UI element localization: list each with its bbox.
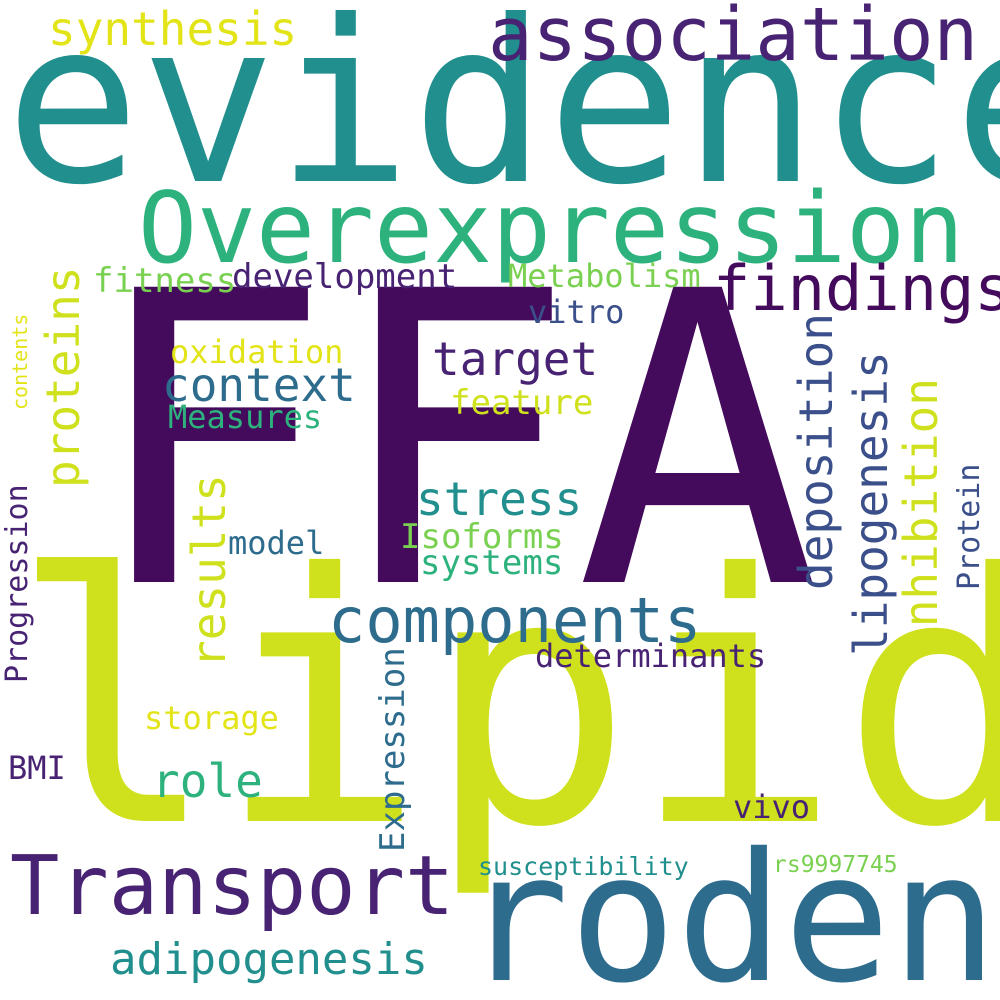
word-lipid: lipid: [10, 502, 1000, 903]
word-role: role: [152, 754, 263, 808]
word-oxidation: oxidation: [170, 333, 344, 371]
word-components: components: [328, 584, 702, 657]
word-association: association: [488, 0, 979, 78]
word-transport: Transport: [10, 839, 455, 934]
word-bmi: BMI: [8, 749, 66, 787]
word-proteins: proteins: [36, 266, 90, 488]
word-findings: findings: [713, 252, 1000, 325]
word-model: model: [228, 524, 325, 562]
word-vivo: vivo: [733, 788, 811, 826]
word-contents: contents: [8, 313, 32, 410]
word-overexpression: Overexpression: [138, 172, 965, 286]
word-rs9997745: rs9997745: [773, 852, 898, 878]
word-isoforms: Isoforms: [400, 517, 564, 557]
word-deposition: deposition: [789, 313, 843, 590]
word-susceptibility: susceptibility: [478, 852, 689, 881]
word-target: target: [432, 332, 599, 386]
word-adipogenesis: adipogenesis: [110, 934, 428, 985]
word-stress: stress: [416, 472, 583, 526]
word-measures: Measures: [168, 398, 323, 436]
word-inhibition: inhibition: [894, 378, 948, 655]
word-metabolism: Metabolism: [508, 257, 701, 295]
word-fitness: fitness: [93, 261, 237, 301]
word-rodent: rodent: [462, 815, 1000, 1000]
word-determinants: determinants: [535, 637, 767, 675]
word-expression: Expression: [373, 647, 413, 852]
word-vitro: vitro: [528, 293, 625, 331]
word-protein: Protein: [952, 463, 987, 590]
word-systems: systems: [420, 543, 564, 583]
word-results: results: [182, 474, 236, 668]
word-feature: feature: [450, 383, 594, 423]
word-lipogenesis: lipogenesis: [844, 351, 898, 656]
word-evidence: evidence: [5, 0, 1000, 235]
word-context: context: [162, 358, 356, 412]
word-synthesis: synthesis: [48, 2, 298, 56]
word-development: development: [232, 257, 458, 297]
word-ffa: FFA: [88, 206, 820, 678]
word-storage: storage: [144, 699, 279, 737]
word-progression: Progression: [0, 484, 35, 683]
